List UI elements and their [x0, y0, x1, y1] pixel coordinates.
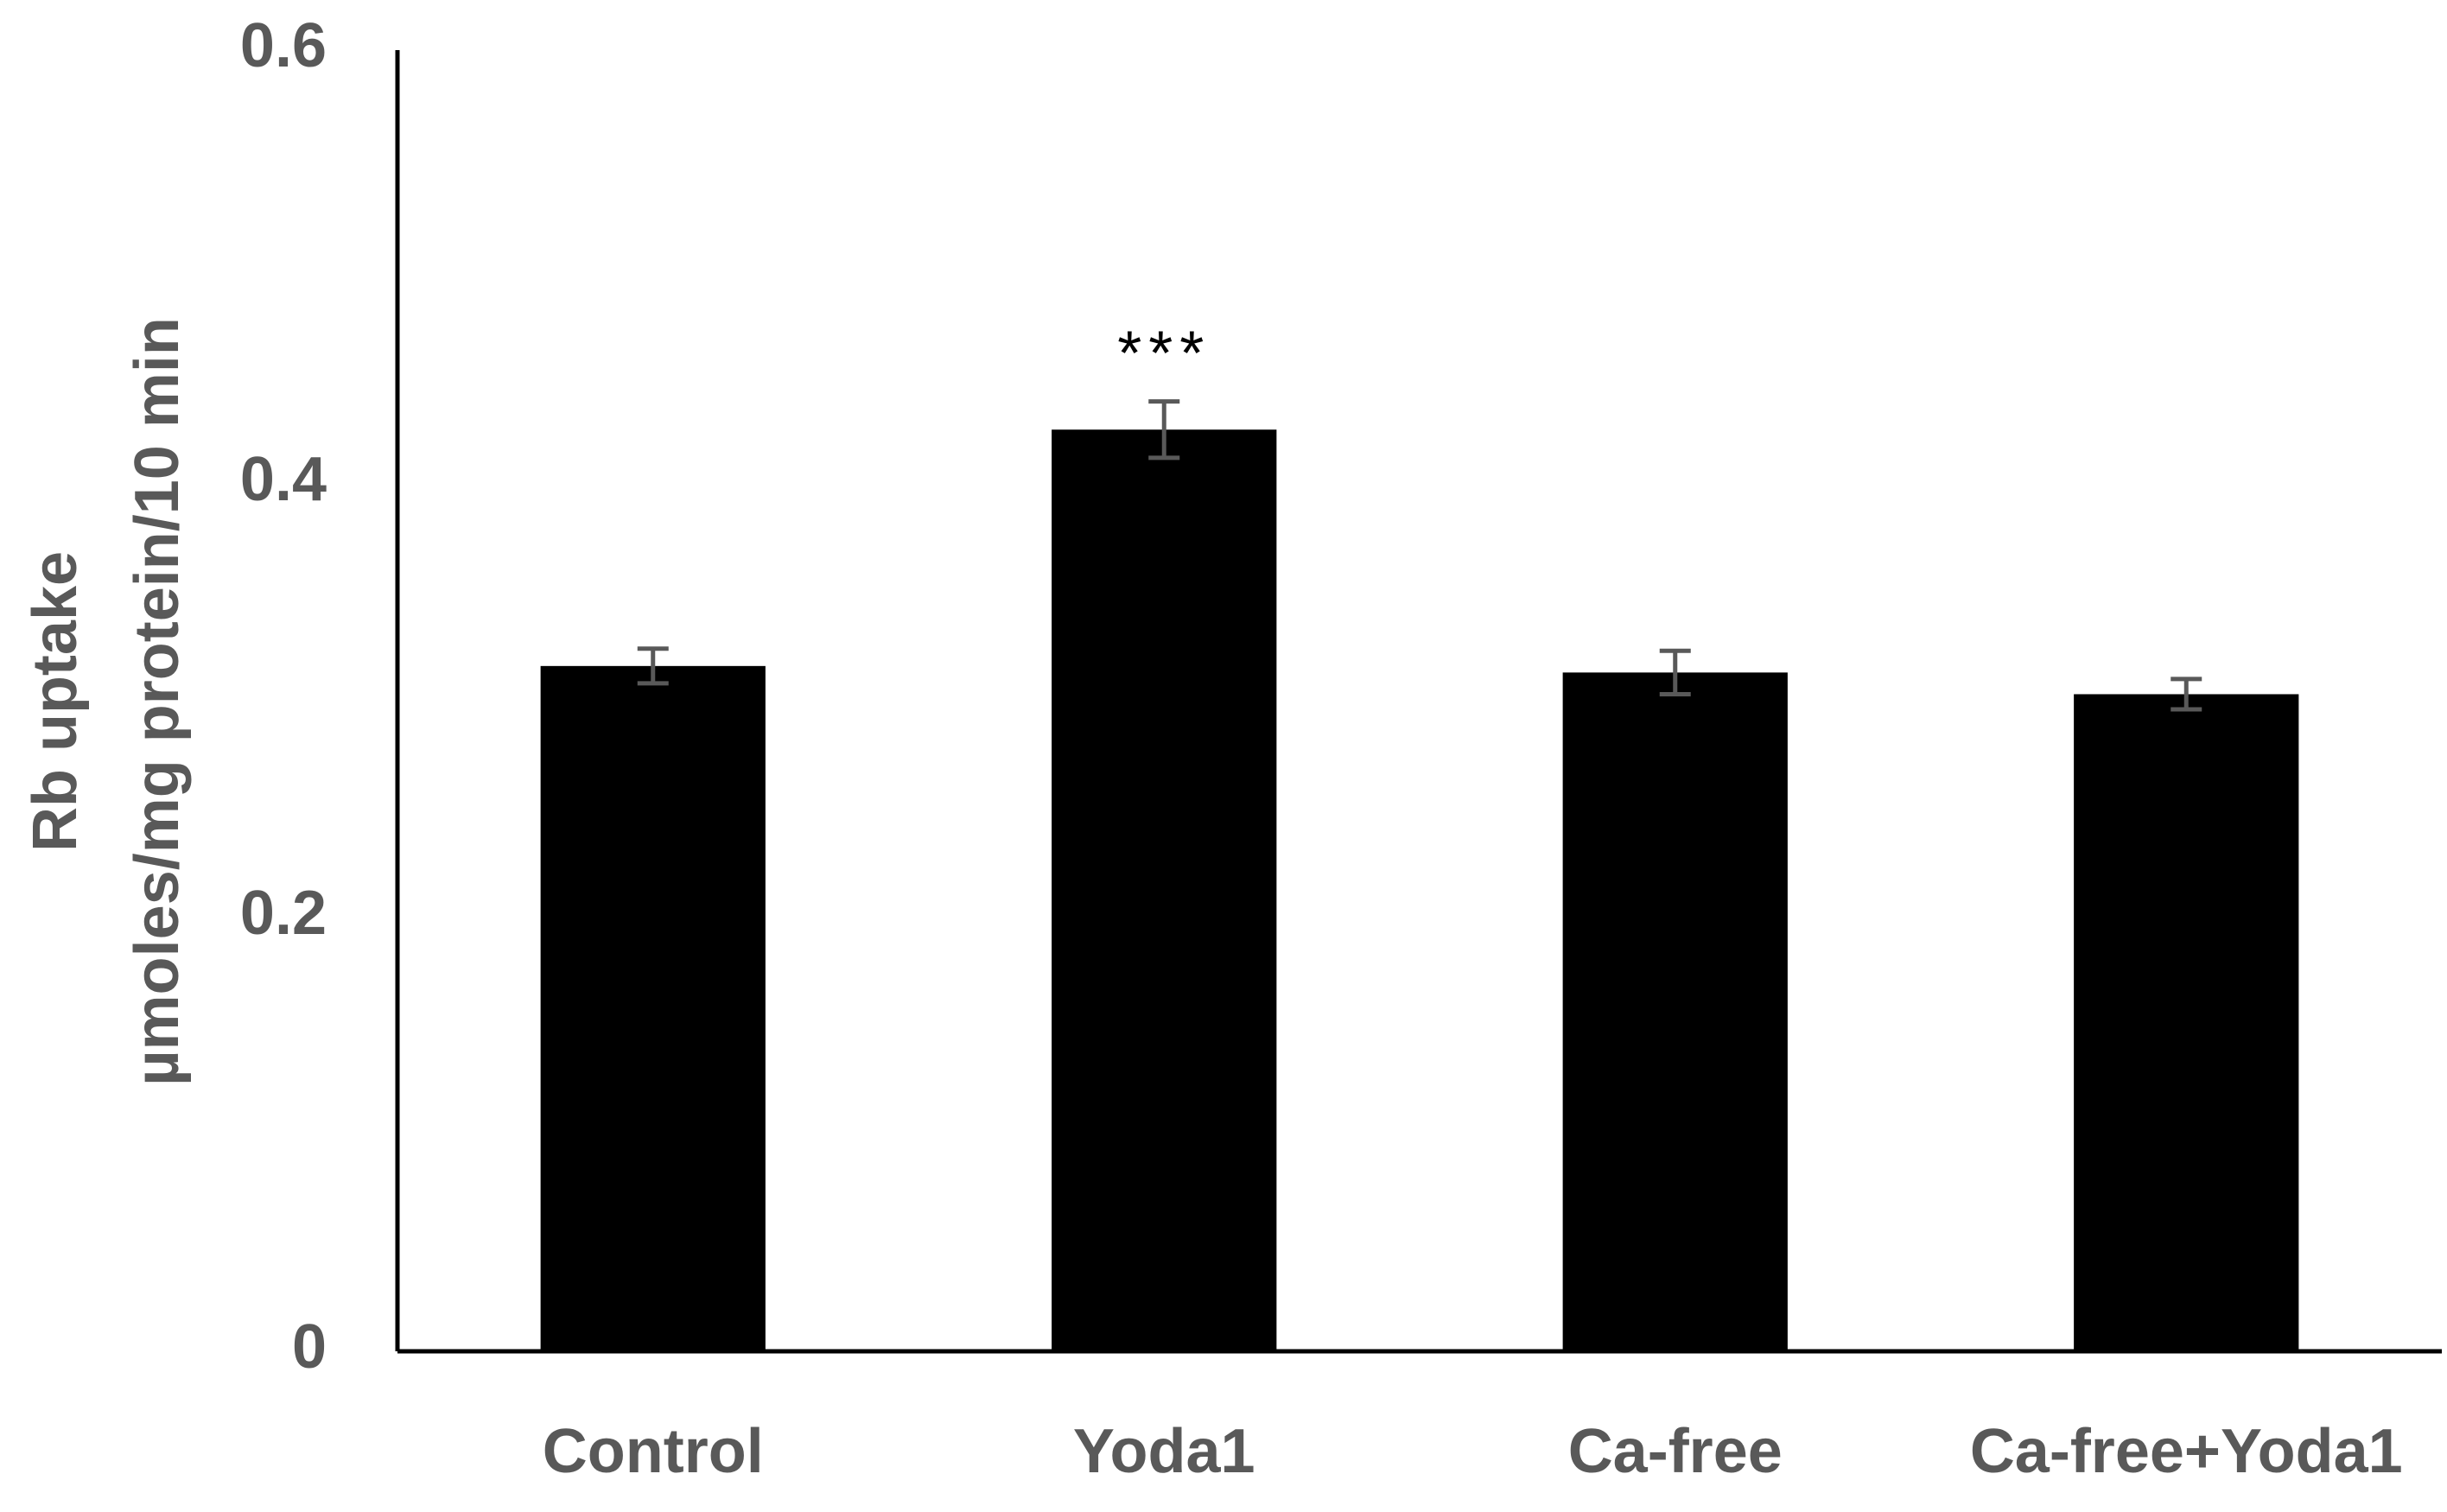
y-tick-label: 0.4: [240, 445, 327, 514]
bar: [1562, 672, 1788, 1351]
error-bar: [637, 646, 669, 686]
x-tick-label: Ca-free: [1568, 1417, 1783, 1486]
y-tick-label: 0.2: [240, 879, 327, 948]
x-tick-label: Yoda1: [1073, 1417, 1255, 1486]
error-bar: [1148, 399, 1180, 461]
y-tick-label: 0: [292, 1312, 327, 1382]
y-axis-label: Rb uptake: [21, 551, 90, 852]
error-bar: [2171, 677, 2202, 712]
y-tick-label: 0.6: [240, 11, 327, 80]
x-tick-label: Control: [543, 1417, 764, 1486]
x-tick-label: Ca-free+Yoda1: [1970, 1417, 2403, 1486]
bar: [2074, 694, 2299, 1351]
error-bar: [1659, 648, 1691, 696]
bar: [1052, 429, 1277, 1351]
bar: [540, 665, 766, 1351]
annotation: ***: [1117, 320, 1211, 389]
y-axis-label: µmoles/mg protein/10 min: [123, 317, 192, 1086]
